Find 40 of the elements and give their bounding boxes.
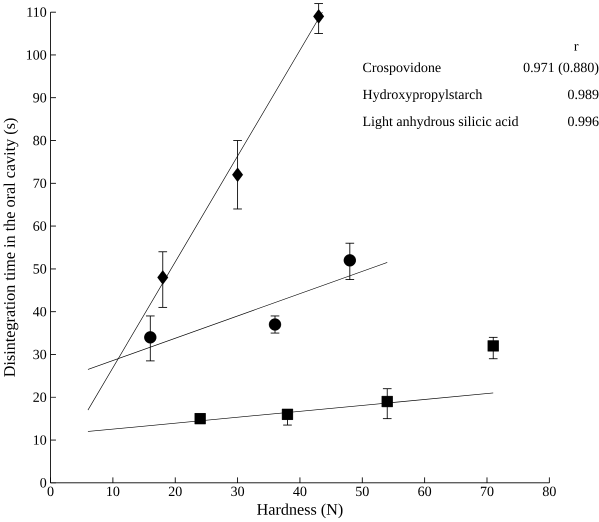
y-tick-label: 110	[27, 8, 46, 17]
x-tick-label: 20	[168, 486, 182, 496]
y-tick-label: 20	[33, 392, 46, 402]
y-tick-label: 30	[33, 350, 46, 360]
text: 0.989	[568, 90, 598, 100]
y-tick-label: 70	[34, 178, 46, 188]
annotation: Crospovidone	[363, 62, 441, 76]
x-tick-label: 70	[480, 486, 494, 496]
y-tick-label: 50	[34, 264, 46, 274]
y-tick-label: 10	[34, 435, 46, 445]
annotation: Light anhydrous silicic acid	[362, 116, 518, 130]
y-tick-label: 60	[33, 221, 46, 231]
text: r	[574, 44, 578, 51]
x-tick-label: 80	[542, 486, 556, 496]
y-tick-label: 80	[33, 136, 46, 146]
x-tick-label: 40	[293, 486, 306, 496]
point	[157, 270, 168, 285]
x-tick-label: 10	[107, 486, 120, 496]
x-tick-label: 0	[48, 486, 54, 496]
x-tick-label: 60	[418, 486, 432, 496]
point	[194, 413, 206, 424]
point	[232, 168, 244, 182]
point	[488, 340, 499, 352]
x-tick-label: 50	[356, 486, 369, 496]
annotation: 0.971 (0.880)	[524, 62, 598, 76]
text: 0.996	[568, 116, 599, 126]
annotation: Hydroxypropylstarch	[362, 89, 482, 102]
x-tick-label: 30	[231, 486, 244, 496]
point	[382, 396, 393, 408]
x-axis-title: Hardness (N)	[257, 504, 343, 518]
point	[144, 331, 156, 344]
point	[313, 9, 324, 24]
y-tick-label: 90	[33, 93, 46, 103]
y-tick-label: 0	[40, 478, 46, 488]
y-axis-title: Disintegration time in the oral cavity (s)	[4, 118, 18, 377]
y-tick-label: 100	[26, 50, 46, 60]
y-tick-label: 40	[32, 307, 46, 317]
point	[282, 408, 294, 420]
point	[268, 318, 282, 331]
point	[344, 254, 356, 267]
